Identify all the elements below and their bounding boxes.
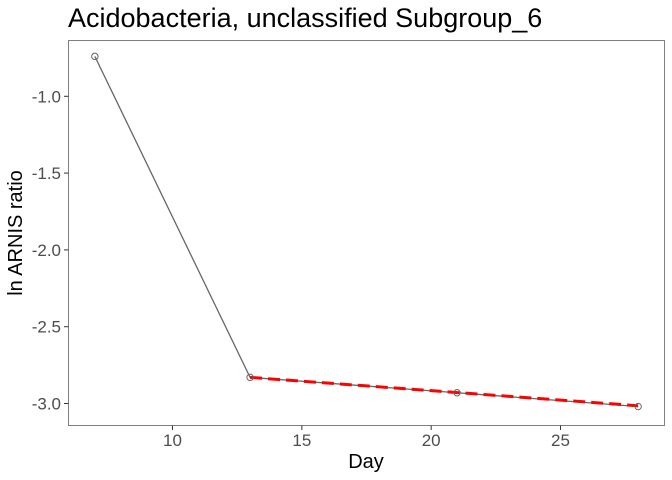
y-tick-label: -3.0	[32, 394, 61, 413]
y-tick-label: -2.0	[32, 241, 61, 260]
y-tick-label: -1.0	[32, 87, 61, 106]
data-point	[246, 373, 254, 382]
y-tick-label: -1.5	[32, 164, 61, 183]
x-tick-label: 15	[292, 431, 311, 450]
y-axis-label: ln ARNIS ratio	[5, 170, 27, 296]
data-point	[634, 402, 642, 411]
data-point	[91, 52, 99, 61]
x-axis-label: Day	[348, 451, 384, 473]
fit-line	[249, 375, 639, 408]
data-point	[453, 389, 461, 397]
series-layer	[91, 52, 642, 411]
plot-panel	[68, 40, 665, 426]
y-axis: -1.0 -1.5 -2.0 -2.5 -3.0	[32, 87, 69, 413]
x-tick-label: 10	[163, 431, 182, 450]
x-axis: 10 15 20 25	[163, 425, 570, 450]
chart-title: Acidobacteria, unclassified Subgroup_6	[68, 3, 542, 33]
x-tick-label: 20	[422, 431, 441, 450]
y-tick-label: -2.5	[32, 318, 61, 337]
x-tick-label: 25	[551, 431, 570, 450]
